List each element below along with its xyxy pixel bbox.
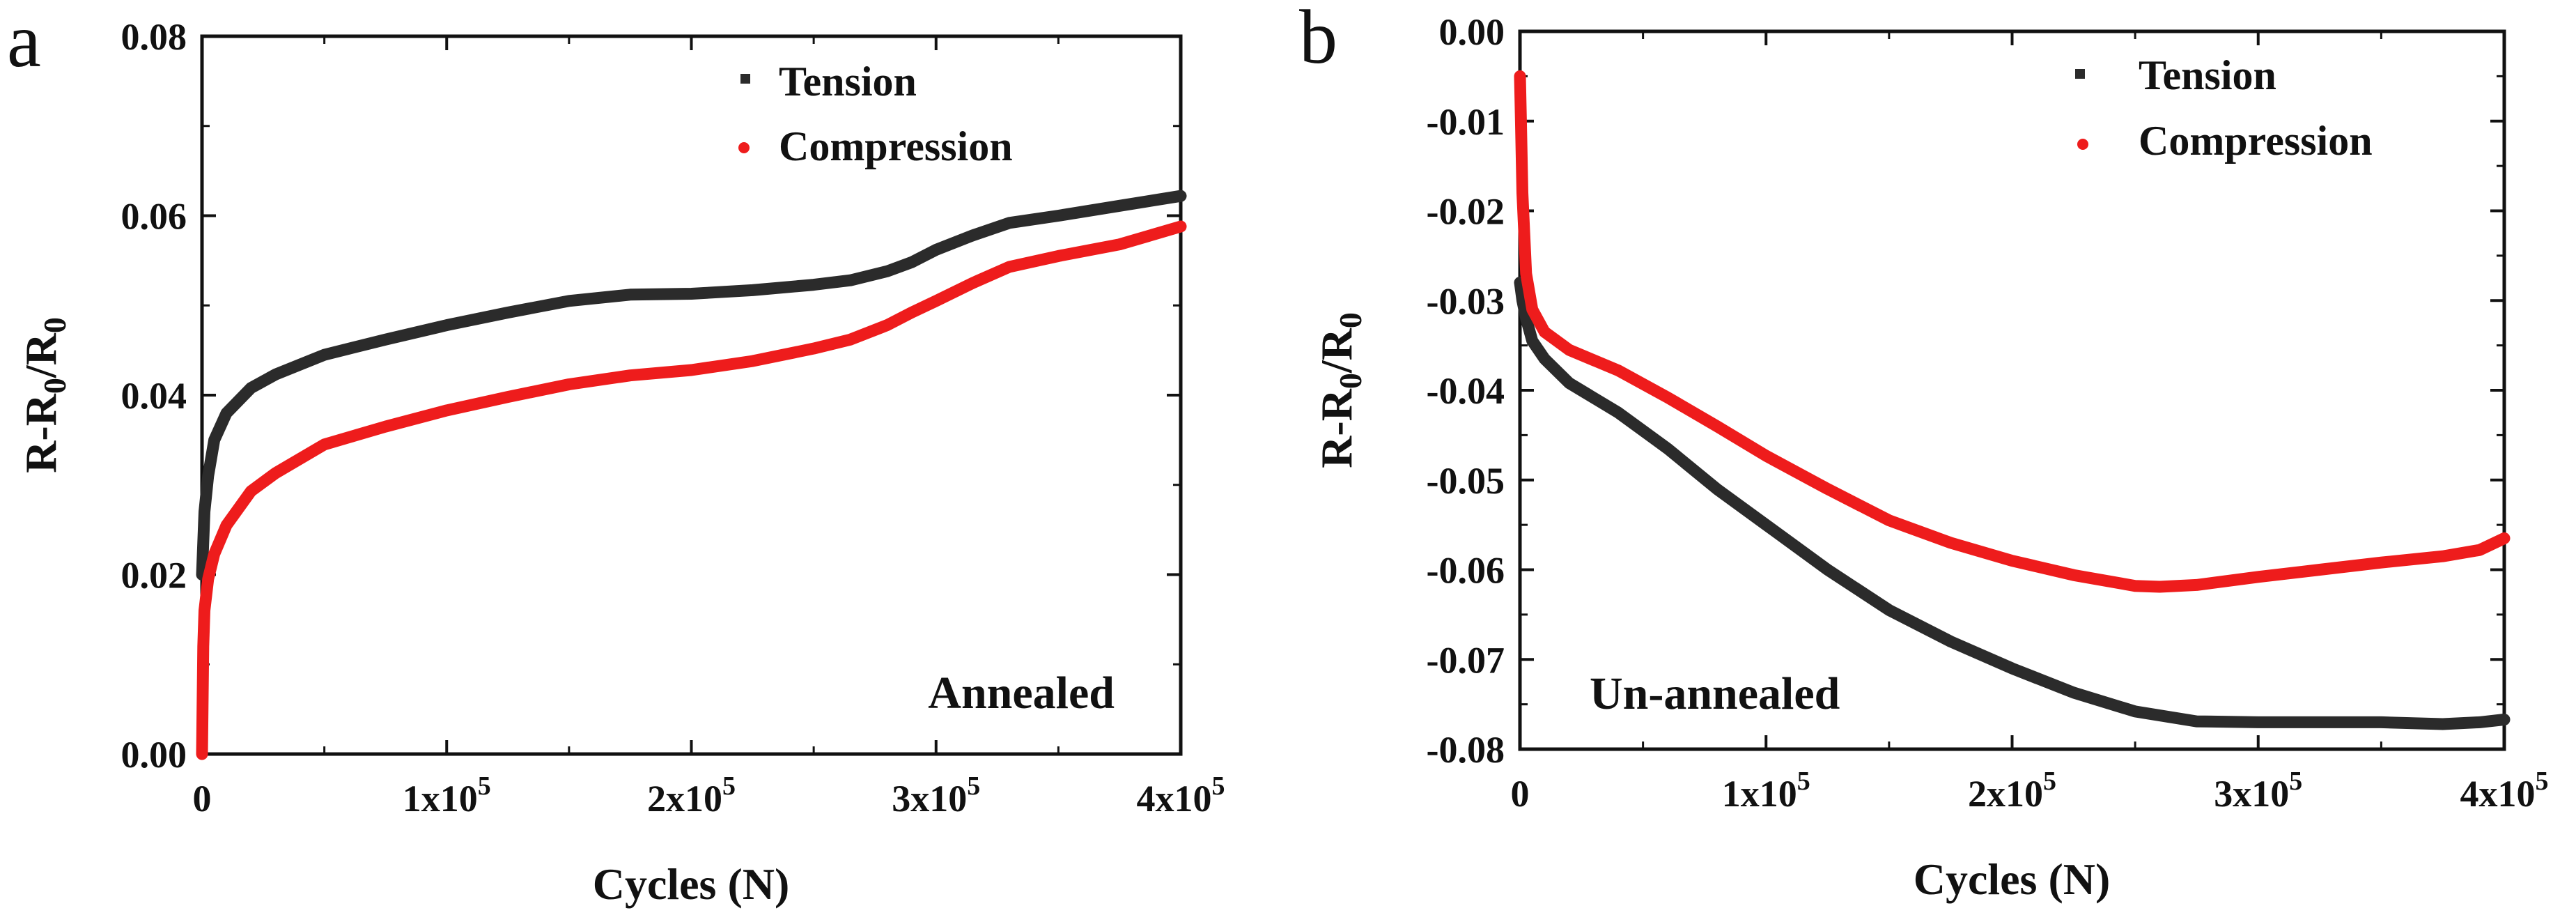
- y-tick-label: -0.04: [1427, 370, 1505, 412]
- panel-a-tick-labels: 0 1x105 2x105 3x105 4x105 0.00 0.02 0.04 0.06 0.0…: [121, 16, 1225, 820]
- legend-label-tension: Tension: [779, 59, 917, 105]
- x-tick-label: 0: [193, 778, 212, 820]
- y-tick-label: -0.08: [1427, 729, 1505, 771]
- series-line-compression: [196, 220, 1187, 760]
- y-tick-label: -0.01: [1427, 101, 1505, 143]
- panel-b-y-axis-label: R-R0/R0: [1312, 312, 1368, 468]
- panel-a-annotation: Annealed: [928, 668, 1115, 719]
- y-tick-label: -0.06: [1427, 550, 1505, 592]
- x-tick-label: 1x105: [403, 771, 491, 820]
- x-tick-label: 2x105: [1968, 767, 2056, 815]
- panel-b-series: [1514, 70, 2511, 730]
- panel-b-x-axis-label: Cycles (N): [1914, 854, 2111, 904]
- series-line-compression: [1514, 70, 2511, 593]
- legend-label-tension: Tension: [2139, 52, 2276, 98]
- x-tick-label: 4x105: [2460, 767, 2549, 815]
- panel-b-legend: Tension Compression: [2075, 52, 2373, 164]
- y-tick-label: -0.07: [1427, 639, 1505, 681]
- legend-label-compression: Compression: [2139, 118, 2373, 164]
- x-tick-label: 0: [1511, 773, 1530, 815]
- panel-b-tick-labels: 0 1x105 2x105 3x105 4x105 -0.08 -0.07 -0.06 -0.0…: [1427, 11, 2549, 815]
- panel-b-ticks: [1519, 30, 2506, 751]
- panel-a-label: a: [7, 0, 41, 83]
- legend-marker-tension: [740, 74, 750, 84]
- x-tick-label: 2x105: [647, 771, 736, 820]
- y-tick-label: -0.05: [1427, 460, 1505, 502]
- x-tick-label: 4x105: [1137, 771, 1225, 820]
- panel-a-x-axis-label: Cycles (N): [593, 859, 790, 909]
- y-tick-label: 0.08: [121, 16, 187, 58]
- legend-marker-compression: [2077, 139, 2088, 150]
- y-tick-label: 0.06: [121, 196, 187, 238]
- legend-marker-tension: [2075, 69, 2085, 79]
- x-tick-label: 3x105: [892, 771, 980, 820]
- y-tick-label: 0.02: [121, 555, 187, 597]
- x-tick-label: 1x105: [1722, 767, 1810, 815]
- legend-marker-compression: [738, 142, 750, 153]
- y-tick-label: -0.02: [1427, 191, 1505, 233]
- x-tick-label: 3x105: [2214, 767, 2302, 815]
- panel-a-series: [196, 190, 1187, 760]
- y-tick-label: 0.00: [121, 734, 187, 776]
- panel-a-legend: Tension Compression: [738, 59, 1013, 169]
- panel-b-label: b: [1299, 0, 1337, 79]
- panel-a: a 0 1x105 2x105 3x105 4x1050.000.020.040.060…: [7, 0, 1225, 909]
- panel-b: b 0 1x105 2x105 3x105 4x105 -0.08 -0.07 -0.06 -0…: [1299, 0, 2549, 904]
- series-line-tension: [1514, 277, 2511, 730]
- y-tick-label: -0.03: [1427, 280, 1505, 322]
- panel-a-y-axis-label: R-R0/R0: [16, 317, 72, 473]
- y-tick-label: 0.00: [1439, 11, 1505, 53]
- panel-b-annotation: Un-annealed: [1590, 668, 1840, 719]
- series-line-tension: [196, 190, 1187, 581]
- y-tick-label: 0.04: [121, 375, 187, 417]
- legend-label-compression: Compression: [779, 123, 1013, 169]
